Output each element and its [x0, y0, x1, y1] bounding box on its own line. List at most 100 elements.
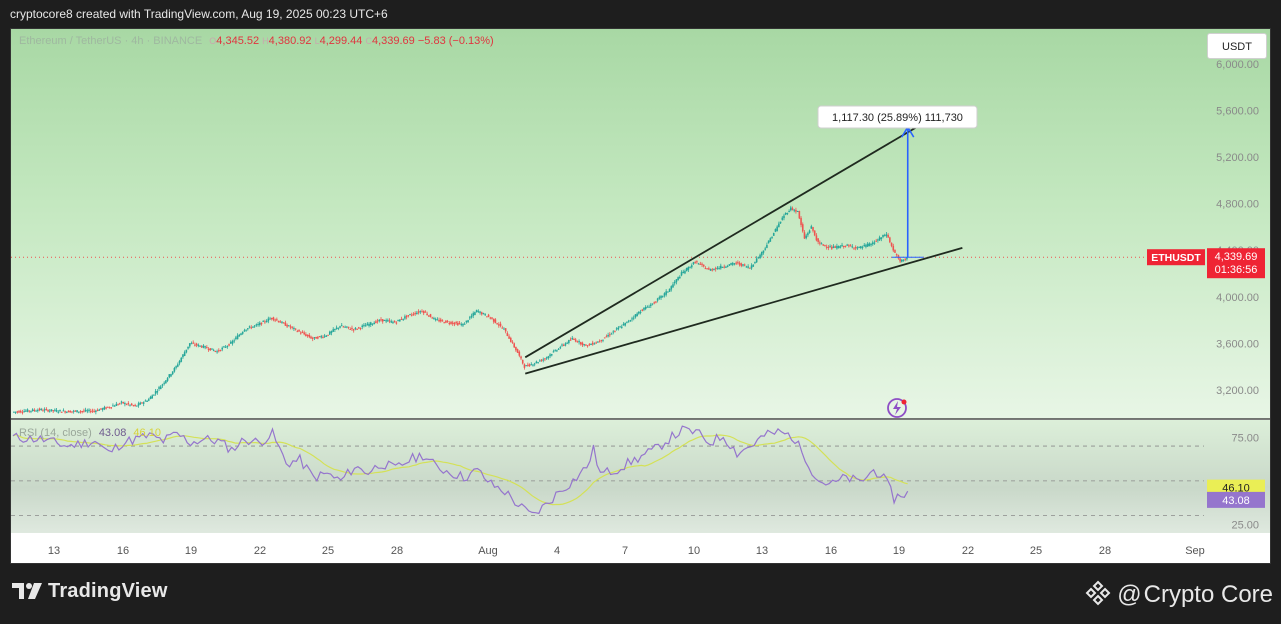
candle-body: [183, 352, 186, 356]
candle-body: [168, 374, 171, 378]
candle-body: [144, 400, 147, 402]
chart-frame[interactable]: 3,200.003,600.004,000.004,400.004,800.00…: [10, 28, 1271, 564]
candle-body: [515, 346, 517, 351]
candle-body: [759, 254, 761, 259]
candle-body: [226, 346, 229, 348]
candle-body: [771, 236, 773, 238]
candle-body: [745, 266, 748, 268]
rsi-ma-value: 46.10: [133, 427, 161, 439]
candle-body: [219, 349, 222, 351]
candle-body: [378, 319, 381, 322]
candle-body: [175, 366, 177, 368]
candle-body: [354, 327, 357, 329]
candle-body: [661, 295, 664, 297]
candle-body: [74, 410, 77, 412]
candle-body: [18, 411, 20, 413]
candle-body: [301, 331, 304, 333]
candle-body: [282, 322, 285, 324]
candle-body: [673, 281, 676, 284]
candle-body: [600, 339, 603, 341]
candle-body: [605, 336, 608, 338]
candle-body: [439, 319, 442, 322]
candle-body: [332, 329, 335, 332]
candle-body: [573, 338, 575, 340]
candle-body: [260, 322, 263, 325]
chart-svg[interactable]: 3,200.003,600.004,000.004,400.004,800.00…: [11, 29, 1270, 563]
candle-body: [30, 410, 32, 412]
candle-body: [501, 327, 504, 329]
candle-body: [870, 244, 872, 246]
candle-body: [221, 347, 224, 350]
candle-body: [258, 322, 261, 325]
candle-body: [579, 342, 582, 345]
candle-body: [516, 349, 519, 353]
candle-body: [419, 311, 422, 313]
candle-body: [373, 322, 375, 325]
candle-body: [718, 267, 720, 269]
candle-body: [180, 357, 183, 362]
candle-body: [680, 272, 683, 276]
candle-body: [549, 354, 551, 357]
candle-body: [101, 408, 104, 410]
price-tick-label: 3,200.00: [1216, 385, 1259, 397]
price-tag-countdown: 01:36:56: [1215, 264, 1258, 276]
candle-body: [211, 348, 213, 350]
candle-body: [136, 405, 138, 407]
candle-body: [296, 331, 299, 333]
candle-body: [462, 323, 464, 326]
time-axis-area[interactable]: [11, 533, 1270, 563]
measure-label-box: [817, 105, 978, 129]
candle-body: [60, 411, 63, 413]
candle-body: [728, 264, 731, 266]
candle-body: [540, 359, 543, 361]
candle-body: [26, 409, 29, 412]
candle-body: [270, 317, 273, 319]
time-tick-label: Aug: [478, 545, 498, 557]
candle-body: [904, 258, 907, 260]
time-tick-label: 28: [391, 545, 403, 557]
candle-body: [42, 410, 44, 412]
candle-body: [405, 315, 408, 318]
footer-bar: TradingView @Crypto Core: [0, 564, 1281, 624]
candle-body: [173, 367, 176, 372]
candle-body: [776, 226, 778, 232]
candle-body: [122, 401, 124, 404]
candle-body: [387, 320, 389, 322]
candle-body: [293, 327, 295, 329]
candle-body: [76, 410, 78, 413]
candle-body: [588, 344, 591, 346]
candle-body: [803, 232, 806, 239]
rsi-tick-label: 25.00: [1231, 519, 1259, 531]
candle-body: [327, 334, 329, 336]
candle-body: [45, 408, 48, 410]
candle-body: [487, 314, 490, 317]
candle-body: [499, 323, 502, 326]
candle-body: [366, 323, 369, 326]
candle-body: [784, 212, 787, 215]
candle-body: [235, 337, 237, 339]
candle-body: [28, 410, 31, 412]
candle-body: [518, 351, 521, 356]
channel-lower-line: [525, 247, 963, 375]
flash-bolt-icon: [893, 401, 901, 415]
currency-button[interactable]: USDT: [1207, 33, 1267, 59]
candle-body: [848, 245, 850, 247]
price-pane[interactable]: [11, 29, 1270, 419]
candle-body: [320, 336, 323, 338]
candle-body: [525, 365, 527, 367]
candle-body: [708, 268, 710, 270]
candle-body: [117, 404, 119, 406]
candle-body: [141, 402, 143, 404]
candle-body: [670, 286, 673, 290]
candle-body: [622, 323, 625, 326]
candle-body: [241, 331, 244, 334]
candle-body: [810, 226, 813, 229]
candle-body: [356, 328, 358, 330]
candle-body: [819, 242, 821, 244]
candle-body: [178, 360, 181, 364]
candle-body: [457, 322, 459, 326]
candle-body: [120, 401, 123, 403]
flash-dot-icon: [901, 399, 907, 405]
candle-body: [530, 364, 533, 366]
candle-body: [86, 410, 89, 412]
